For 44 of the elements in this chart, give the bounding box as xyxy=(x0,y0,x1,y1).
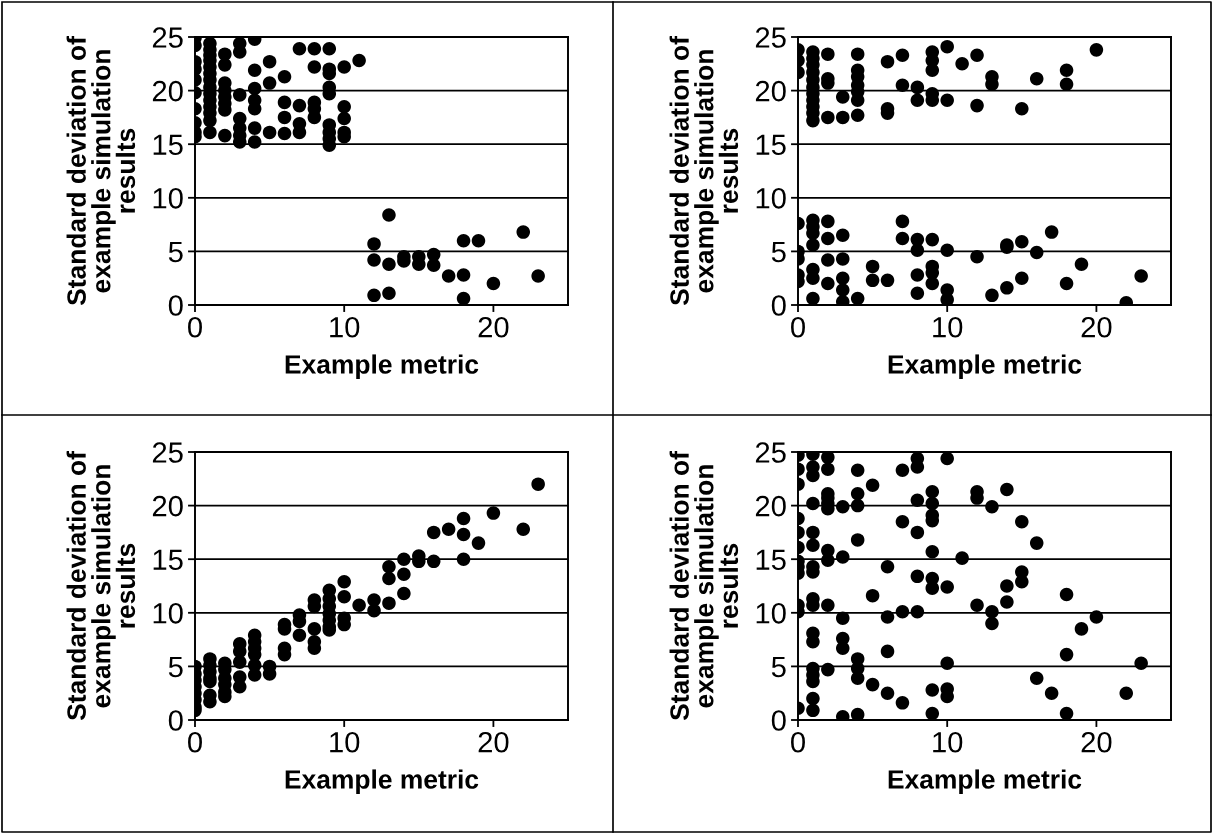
y-tick-label: 20 xyxy=(755,80,786,102)
y-tick-label: 25 xyxy=(755,27,786,48)
x-tick-label: 10 xyxy=(933,316,963,338)
x-tick-label: 0 xyxy=(791,731,805,753)
x-axis-title: Example metric xyxy=(285,354,479,380)
y-tick-label: 0 xyxy=(771,710,786,731)
y-tick-label: 25 xyxy=(152,27,183,48)
y-tick-label: 20 xyxy=(152,495,183,517)
y-tick-label: 0 xyxy=(771,295,786,316)
y-axis-title: Standard deviation of example simulation results xyxy=(669,451,739,721)
y-tick-label: 0 xyxy=(168,295,183,316)
x-tick-label: 20 xyxy=(1081,316,1112,338)
y-tick-label: 5 xyxy=(771,656,786,678)
y-tick-label: 10 xyxy=(756,188,786,209)
x-tick-label: 0 xyxy=(188,316,202,338)
x-tick-label: 0 xyxy=(791,316,805,338)
y-tick-label: 10 xyxy=(153,188,183,209)
x-tick-label: 0 xyxy=(188,731,202,753)
x-axis-title: Example metric xyxy=(888,354,1082,380)
x-axis-title: Example metric xyxy=(888,769,1082,795)
x-tick-label: 20 xyxy=(1081,731,1112,753)
y-tick-label: 20 xyxy=(152,80,183,102)
y-axis-title: Standard deviation of example simulation results xyxy=(669,36,739,306)
y-tick-label: 20 xyxy=(755,495,786,517)
y-tick-label: 15 xyxy=(756,134,786,156)
y-tick-label: 5 xyxy=(168,241,183,263)
x-tick-label: 10 xyxy=(330,316,360,338)
y-tick-label: 10 xyxy=(756,603,786,624)
y-tick-label: 5 xyxy=(168,656,183,678)
y-tick-label: 15 xyxy=(756,549,786,571)
y-tick-label: 25 xyxy=(755,442,786,463)
y-tick-label: 15 xyxy=(153,549,183,571)
x-axis-title: Example metric xyxy=(285,769,479,795)
x-tick-label: 20 xyxy=(478,316,509,338)
y-tick-label: 25 xyxy=(152,442,183,463)
y-axis-title: Standard deviation of example simulation results xyxy=(66,36,136,306)
y-tick-label: 15 xyxy=(153,134,183,156)
y-tick-label: 0 xyxy=(168,710,183,731)
x-tick-label: 10 xyxy=(330,731,360,753)
x-tick-label: 10 xyxy=(933,731,963,753)
y-tick-label: 10 xyxy=(153,603,183,624)
y-axis-title: Standard deviation of example simulation results xyxy=(66,451,136,721)
y-tick-label: 5 xyxy=(771,241,786,263)
x-tick-label: 20 xyxy=(478,731,509,753)
